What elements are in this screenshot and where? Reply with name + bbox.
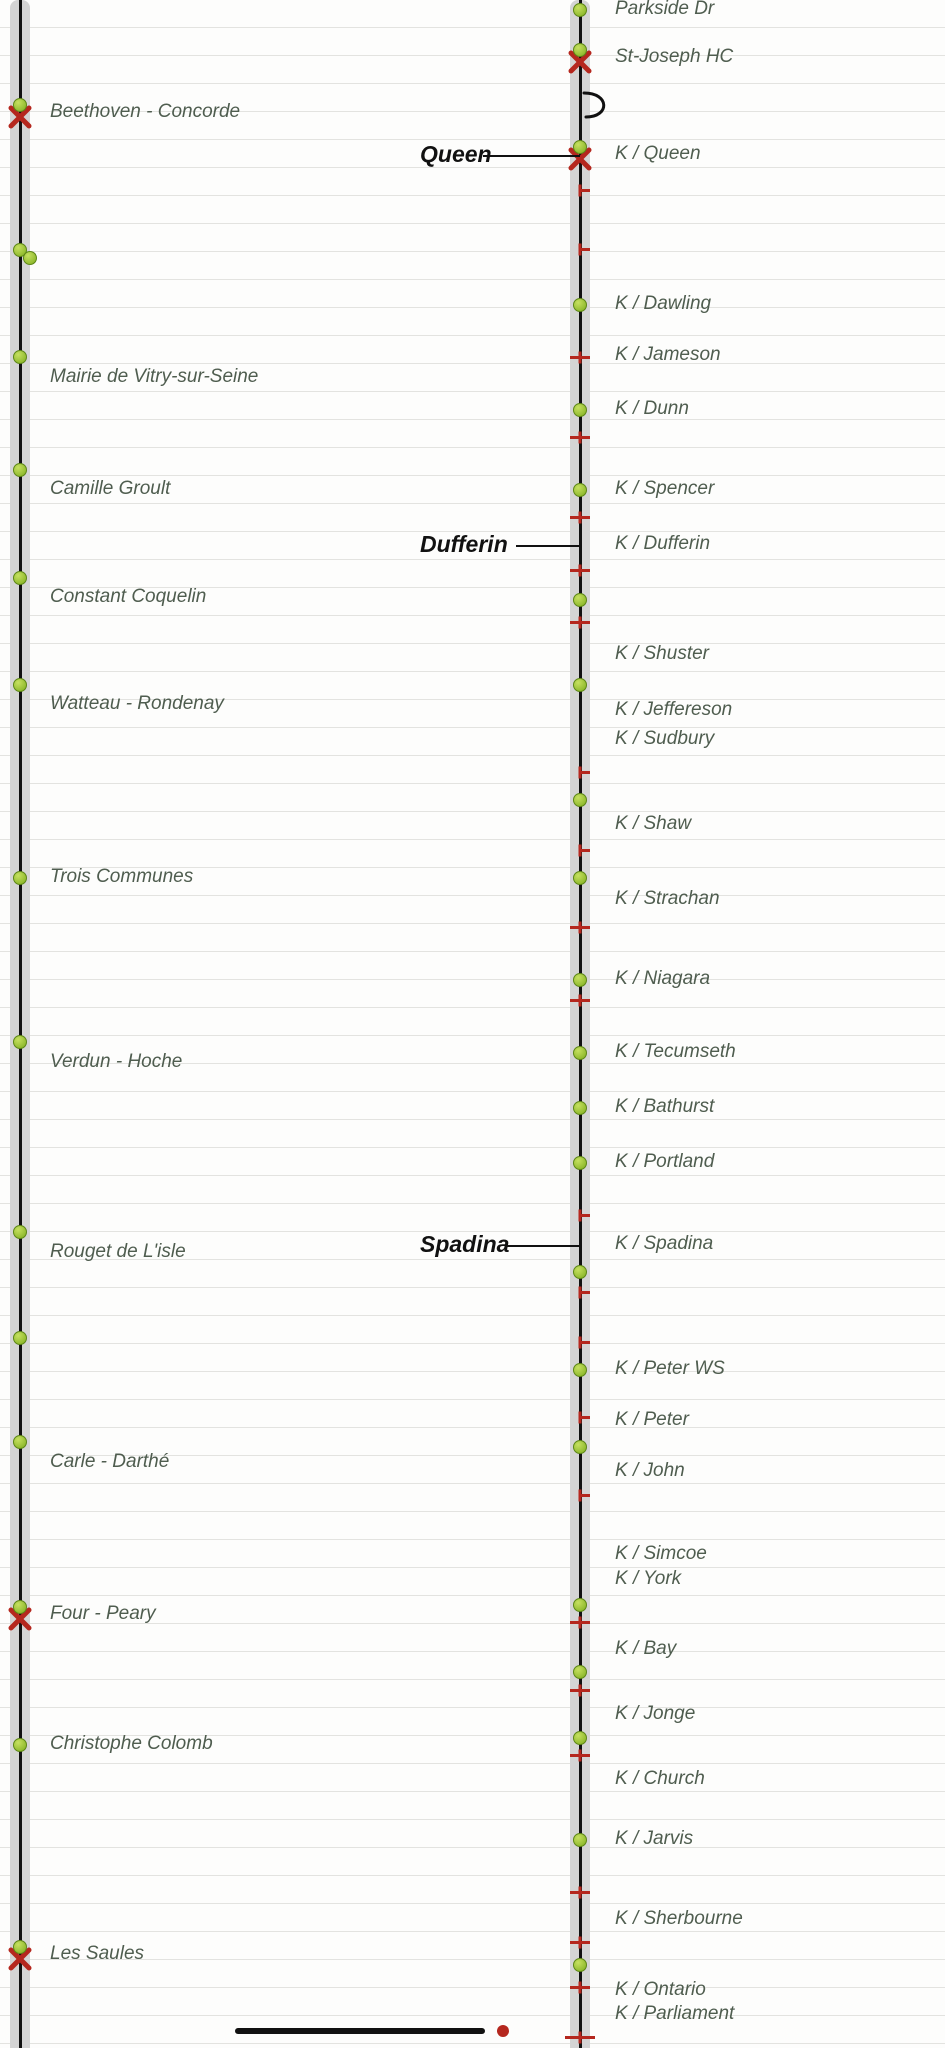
station-label: K / Parliament [615, 2003, 734, 2025]
station-label: Four - Peary [50, 1603, 156, 1625]
stop-indicator [235, 2025, 509, 2037]
station-label: Verdun - Hoche [50, 1051, 182, 1073]
station-label: K / Spencer [615, 478, 714, 500]
station-label: Beethoven - Concorde [50, 101, 240, 123]
station-label: K / Strachan [615, 888, 720, 910]
station-label: K / Dufferin [615, 533, 710, 555]
station-label: St-Joseph HC [615, 46, 733, 68]
station-label: K / Simcoe [615, 1543, 707, 1565]
stop-dot-icon [497, 2025, 509, 2037]
callout-leader-line [505, 1245, 580, 1247]
station-label: K / Sudbury [615, 728, 714, 750]
station-label: Carle - Darthé [50, 1451, 169, 1473]
stop-bar [235, 2028, 485, 2034]
station-label: K / Dunn [615, 398, 689, 420]
station-label: Constant Coquelin [50, 586, 206, 608]
station-label: K / Dawling [615, 293, 711, 315]
station-label: K / Jarvis [615, 1828, 693, 1850]
station-label: K / Spadina [615, 1233, 713, 1255]
station-label: Rouget de L'isle [50, 1241, 186, 1263]
station-label: Watteau - Rondenay [50, 693, 224, 715]
station-label: K / John [615, 1460, 685, 1482]
callout-label: Spadina [420, 1231, 509, 1258]
station-label: Mairie de Vitry-sur-Seine [50, 366, 258, 388]
station-label: Trois Communes [50, 866, 193, 888]
station-label: K / Jonge [615, 1703, 695, 1725]
station-label: K / Peter WS [615, 1358, 725, 1380]
station-label: K / Sherbourne [615, 1908, 743, 1930]
station-label: K / Queen [615, 143, 701, 165]
station-label: Parkside Dr [615, 0, 714, 20]
callout-leader-line [483, 155, 580, 157]
station-label: K / Ontario [615, 1979, 706, 2001]
station-label: K / Jameson [615, 344, 721, 366]
station-label: K / Tecumseth [615, 1041, 736, 1063]
station-label: Les Saules [50, 1943, 144, 1965]
station-label: K / York [615, 1568, 681, 1590]
station-label: K / Church [615, 1768, 705, 1790]
station-label: K / Peter [615, 1409, 689, 1431]
station-label: Christophe Colomb [50, 1733, 213, 1755]
station-label: K / Bay [615, 1638, 676, 1660]
callout-label: Queen [420, 141, 492, 168]
callout-leader-line [516, 545, 580, 547]
station-label: K / Shaw [615, 813, 691, 835]
right-line-track [579, 0, 582, 2048]
station-label: K / Portland [615, 1151, 714, 1173]
station-label: K / Niagara [615, 968, 710, 990]
station-label: K / Shuster [615, 643, 709, 665]
station-label: K / Jeffereson [615, 699, 732, 721]
station-label: Camille Groult [50, 478, 170, 500]
station-label: K / Bathurst [615, 1096, 714, 1118]
callout-label: Dufferin [420, 531, 508, 558]
left-line-track [19, 0, 22, 2048]
